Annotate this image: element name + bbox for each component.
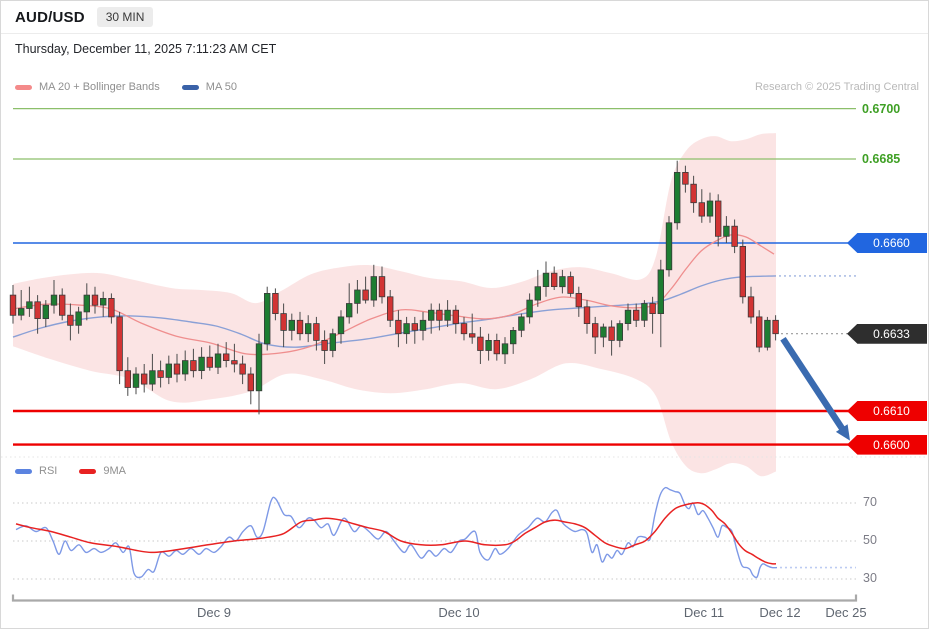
ma20-line	[12, 234, 775, 356]
rsi-legend-swatch-icon	[15, 468, 32, 474]
x-axis-label[interactable]: Dec 9	[197, 605, 231, 620]
timeframe-badge[interactable]: 30 MIN	[96, 7, 154, 27]
x-axis-line	[11, 594, 858, 602]
ma50-line	[12, 275, 777, 348]
pivot-level-badge: 0.6660	[847, 233, 927, 253]
legend-item-bollinger: MA 20 + Bollinger Bands	[15, 81, 160, 93]
x-axis-label[interactable]: Dec 25	[825, 605, 867, 620]
header-bar: AUD/USD 30 MIN	[1, 1, 928, 34]
ma50-legend-label: MA 50	[205, 81, 237, 93]
instrument-title: AUD/USD	[15, 8, 85, 26]
bollinger-band-area	[13, 133, 776, 477]
rsi-line	[15, 486, 778, 579]
candlestick-series	[9, 160, 779, 415]
chart-datetime: Thursday, December 11, 2025 7:11:23 AM C…	[15, 42, 277, 56]
legend-item-ma50: MA 50	[181, 81, 237, 93]
x-axis-label[interactable]: Dec 12	[759, 605, 801, 620]
legend-item-rsi: RSI	[15, 465, 57, 477]
9ma-legend-swatch-icon	[79, 468, 97, 474]
rsi-scale-label: 70	[863, 495, 877, 509]
x-axis-label[interactable]: Dec 11	[683, 605, 725, 620]
main-chart-legend: MA 20 + Bollinger Bands MA 50	[15, 81, 237, 93]
bearish-arrowhead-icon	[835, 424, 850, 441]
x-axis-label[interactable]: Dec 10	[438, 605, 480, 620]
last-price-badge: 0.6633	[847, 323, 927, 344]
bearish-arrow	[780, 336, 846, 432]
legend-item-9ma: 9MA	[79, 465, 126, 477]
resistance-level-label: 0.6700	[862, 101, 901, 116]
rsi-scale-label: 30	[863, 571, 877, 585]
9ma-legend-label: 9MA	[103, 465, 126, 477]
rsi-legend: RSI 9MA	[15, 465, 126, 477]
rsi-legend-label: RSI	[39, 465, 58, 477]
support-level-badge: 0.6600	[847, 434, 927, 455]
bollinger-legend-swatch-icon	[15, 84, 32, 90]
support-level-badge: 0.6610	[847, 401, 927, 421]
rsi-9ma-line	[15, 502, 777, 565]
bollinger-legend-label: MA 20 + Bollinger Bands	[39, 81, 160, 93]
resistance-level-label: 0.6685	[862, 152, 901, 166]
research-watermark: Research © 2025 Trading Central	[754, 81, 919, 93]
rsi-scale-label: 50	[863, 533, 877, 547]
ma50-legend-swatch-icon	[181, 84, 199, 90]
